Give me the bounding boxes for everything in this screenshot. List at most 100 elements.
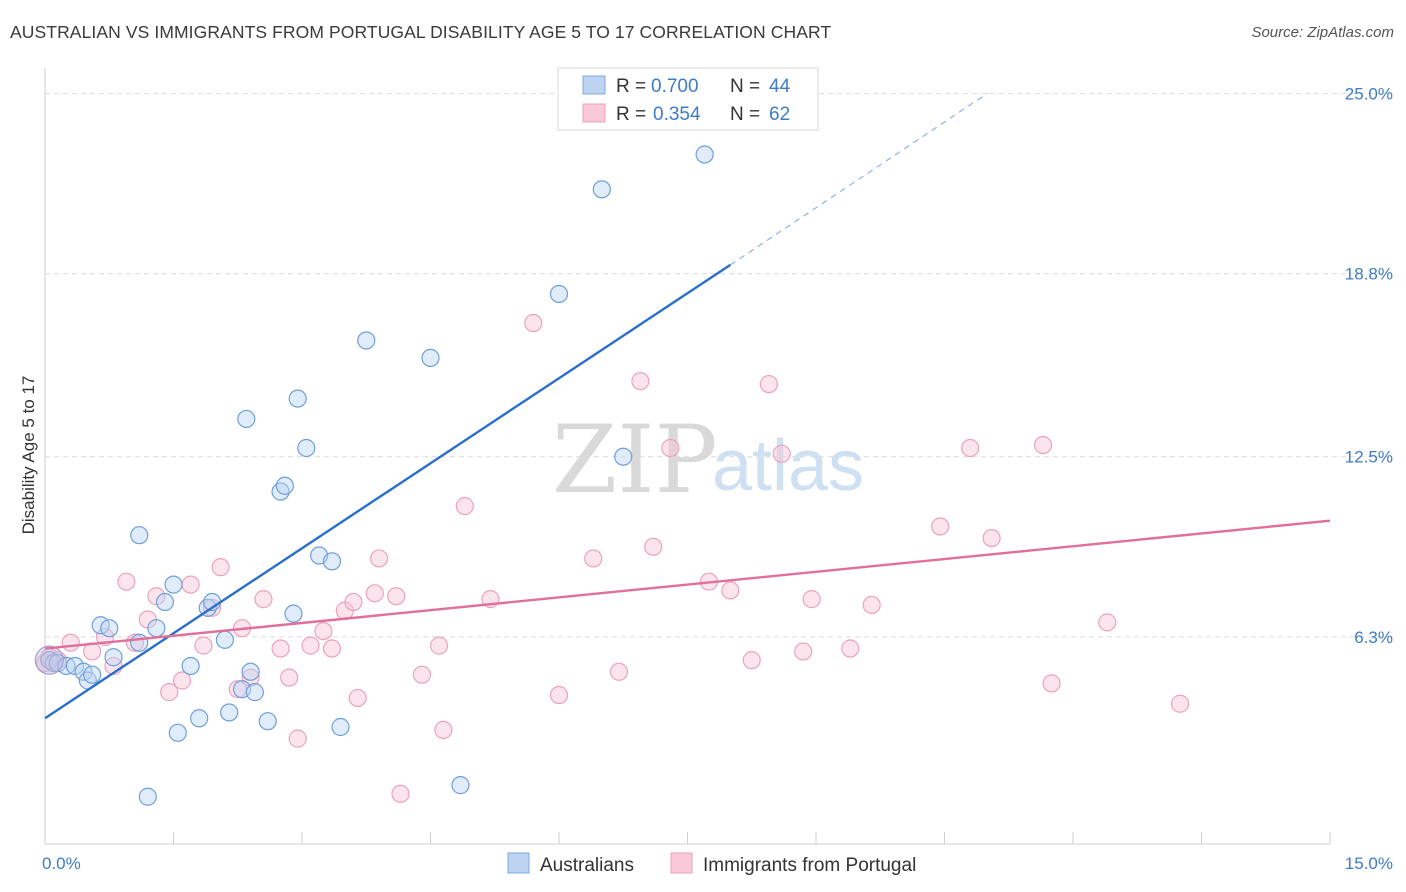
series-australians-points [34, 145, 714, 806]
y-tick-labels: 6.3% 12.5% 18.8% 25.0% [1345, 84, 1393, 646]
australians-point-10 [100, 619, 119, 638]
australians-point-8 [104, 648, 123, 667]
australians-point-33 [331, 717, 350, 737]
australians-point-13 [155, 592, 175, 612]
portugal-point-39 [549, 685, 569, 705]
chart-title: AUSTRALIAN VS IMMIGRANTS FROM PORTUGAL D… [10, 22, 832, 42]
portugal-point-58 [1042, 674, 1061, 693]
x-tick-label-1: 15.0% [1345, 854, 1393, 873]
australians-point-24 [245, 683, 264, 702]
axes [44, 68, 1331, 845]
origin-cluster-point [34, 645, 64, 675]
watermark-atlas: atlas [712, 426, 864, 506]
bottom-legend: Australians Immigrants from Portugal [507, 852, 916, 876]
portugal-point-2 [61, 633, 80, 652]
portugal-point-57 [1033, 435, 1053, 455]
portugal-point-34 [429, 636, 449, 655]
portugal-point-36 [455, 497, 474, 516]
portugal-point-23 [301, 636, 320, 655]
australians-point-15 [168, 723, 187, 742]
trend-line-portugal [44, 519, 1331, 650]
portugal-point-10 [160, 683, 179, 702]
portugal-point-48 [759, 374, 778, 394]
portugal-point-49 [772, 444, 791, 463]
portugal-point-35 [434, 720, 453, 740]
portugal-point-32 [391, 784, 410, 803]
portugal-point-20 [271, 639, 290, 658]
y-tick-label-0: 6.3% [1354, 628, 1393, 647]
portugal-point-46 [721, 581, 740, 600]
portugal-point-33 [412, 665, 432, 684]
portugal-point-41 [609, 662, 629, 681]
australians-point-14 [164, 575, 183, 594]
bottom-legend-label-australians: Australians [540, 855, 634, 876]
legend-n-label-1: N = [730, 76, 760, 97]
australians-point-17 [190, 709, 209, 728]
portugal-point-15 [211, 558, 230, 577]
portugal-point-21 [280, 668, 299, 687]
australians-point-12 [147, 619, 166, 638]
australians-point-7 [83, 665, 102, 684]
trend-line-australians-extension [730, 92, 988, 266]
portugal-point-60 [1170, 694, 1190, 713]
chart-source: Source: ZipAtlas.com [1251, 24, 1394, 41]
portugal-point-44 [661, 438, 680, 458]
legend-n-value-1: 44 [769, 76, 791, 97]
portugal-point-31 [387, 587, 406, 606]
trend-lines [44, 92, 1331, 720]
australians-point-42 [695, 145, 714, 164]
australians-point-41 [592, 180, 611, 199]
portugal-point-59 [1098, 613, 1117, 632]
portugal-point-43 [644, 537, 663, 556]
australians-point-29 [297, 438, 316, 458]
y-tick-label-2: 18.8% [1345, 265, 1393, 284]
portugal-point-13 [194, 636, 213, 655]
australians-point-21 [220, 703, 239, 722]
portugal-point-25 [322, 639, 342, 658]
portugal-point-24 [314, 621, 333, 641]
legend-swatch-australians [582, 75, 606, 95]
legend-r-label-2: R = [616, 104, 646, 125]
portugal-point-6 [117, 572, 136, 591]
x-tick-labels: 0.0% 15.0% [42, 854, 1393, 873]
y-tick-label-1: 12.5% [1345, 448, 1393, 467]
portugal-point-29 [365, 584, 384, 603]
legend-n-value-2: 62 [769, 104, 790, 125]
portugal-point-42 [631, 372, 650, 391]
australians-point-11 [130, 633, 149, 652]
legend-n-label-2: N = [730, 104, 760, 125]
australians-point-30 [288, 389, 307, 408]
y-axis-label: Disability Age 5 to 17 [19, 376, 38, 535]
watermark-zip: ZIP [552, 406, 718, 515]
australians-point-34 [357, 331, 376, 350]
bottom-legend-swatch-australians [507, 852, 530, 874]
australians-point-16 [181, 656, 200, 676]
portugal-point-54 [931, 517, 950, 536]
portugal-point-19 [254, 590, 273, 609]
portugal-point-51 [802, 590, 821, 609]
series-portugal-points [35, 313, 1190, 803]
australians-point-32 [322, 552, 342, 571]
portugal-point-16 [228, 680, 247, 699]
australians-point-36 [451, 776, 470, 795]
portugal-point-27 [344, 592, 363, 612]
legend-r-value-1: 0.700 [651, 76, 699, 97]
australians-point-43 [614, 447, 633, 466]
y-tick-label-3: 25.0% [1345, 84, 1393, 103]
australians-point-37 [138, 787, 157, 806]
legend-box: R = 0.700 N = 44 R = 0.354 N = 62 [557, 67, 819, 131]
portugal-point-12 [181, 575, 200, 594]
legend-swatch-portugal [582, 103, 606, 123]
portugal-point-53 [862, 595, 881, 615]
x-tick-label-0: 0.0% [42, 854, 81, 873]
portugal-point-22 [288, 729, 307, 748]
portugal-point-50 [794, 642, 813, 661]
trend-line-australians [44, 263, 731, 720]
portugal-point-11 [172, 671, 192, 690]
portugal-point-47 [742, 651, 761, 670]
australians-point-23 [241, 662, 260, 681]
portugal-point-30 [370, 549, 389, 568]
portugal-point-55 [961, 438, 980, 458]
portugal-point-40 [584, 549, 603, 568]
